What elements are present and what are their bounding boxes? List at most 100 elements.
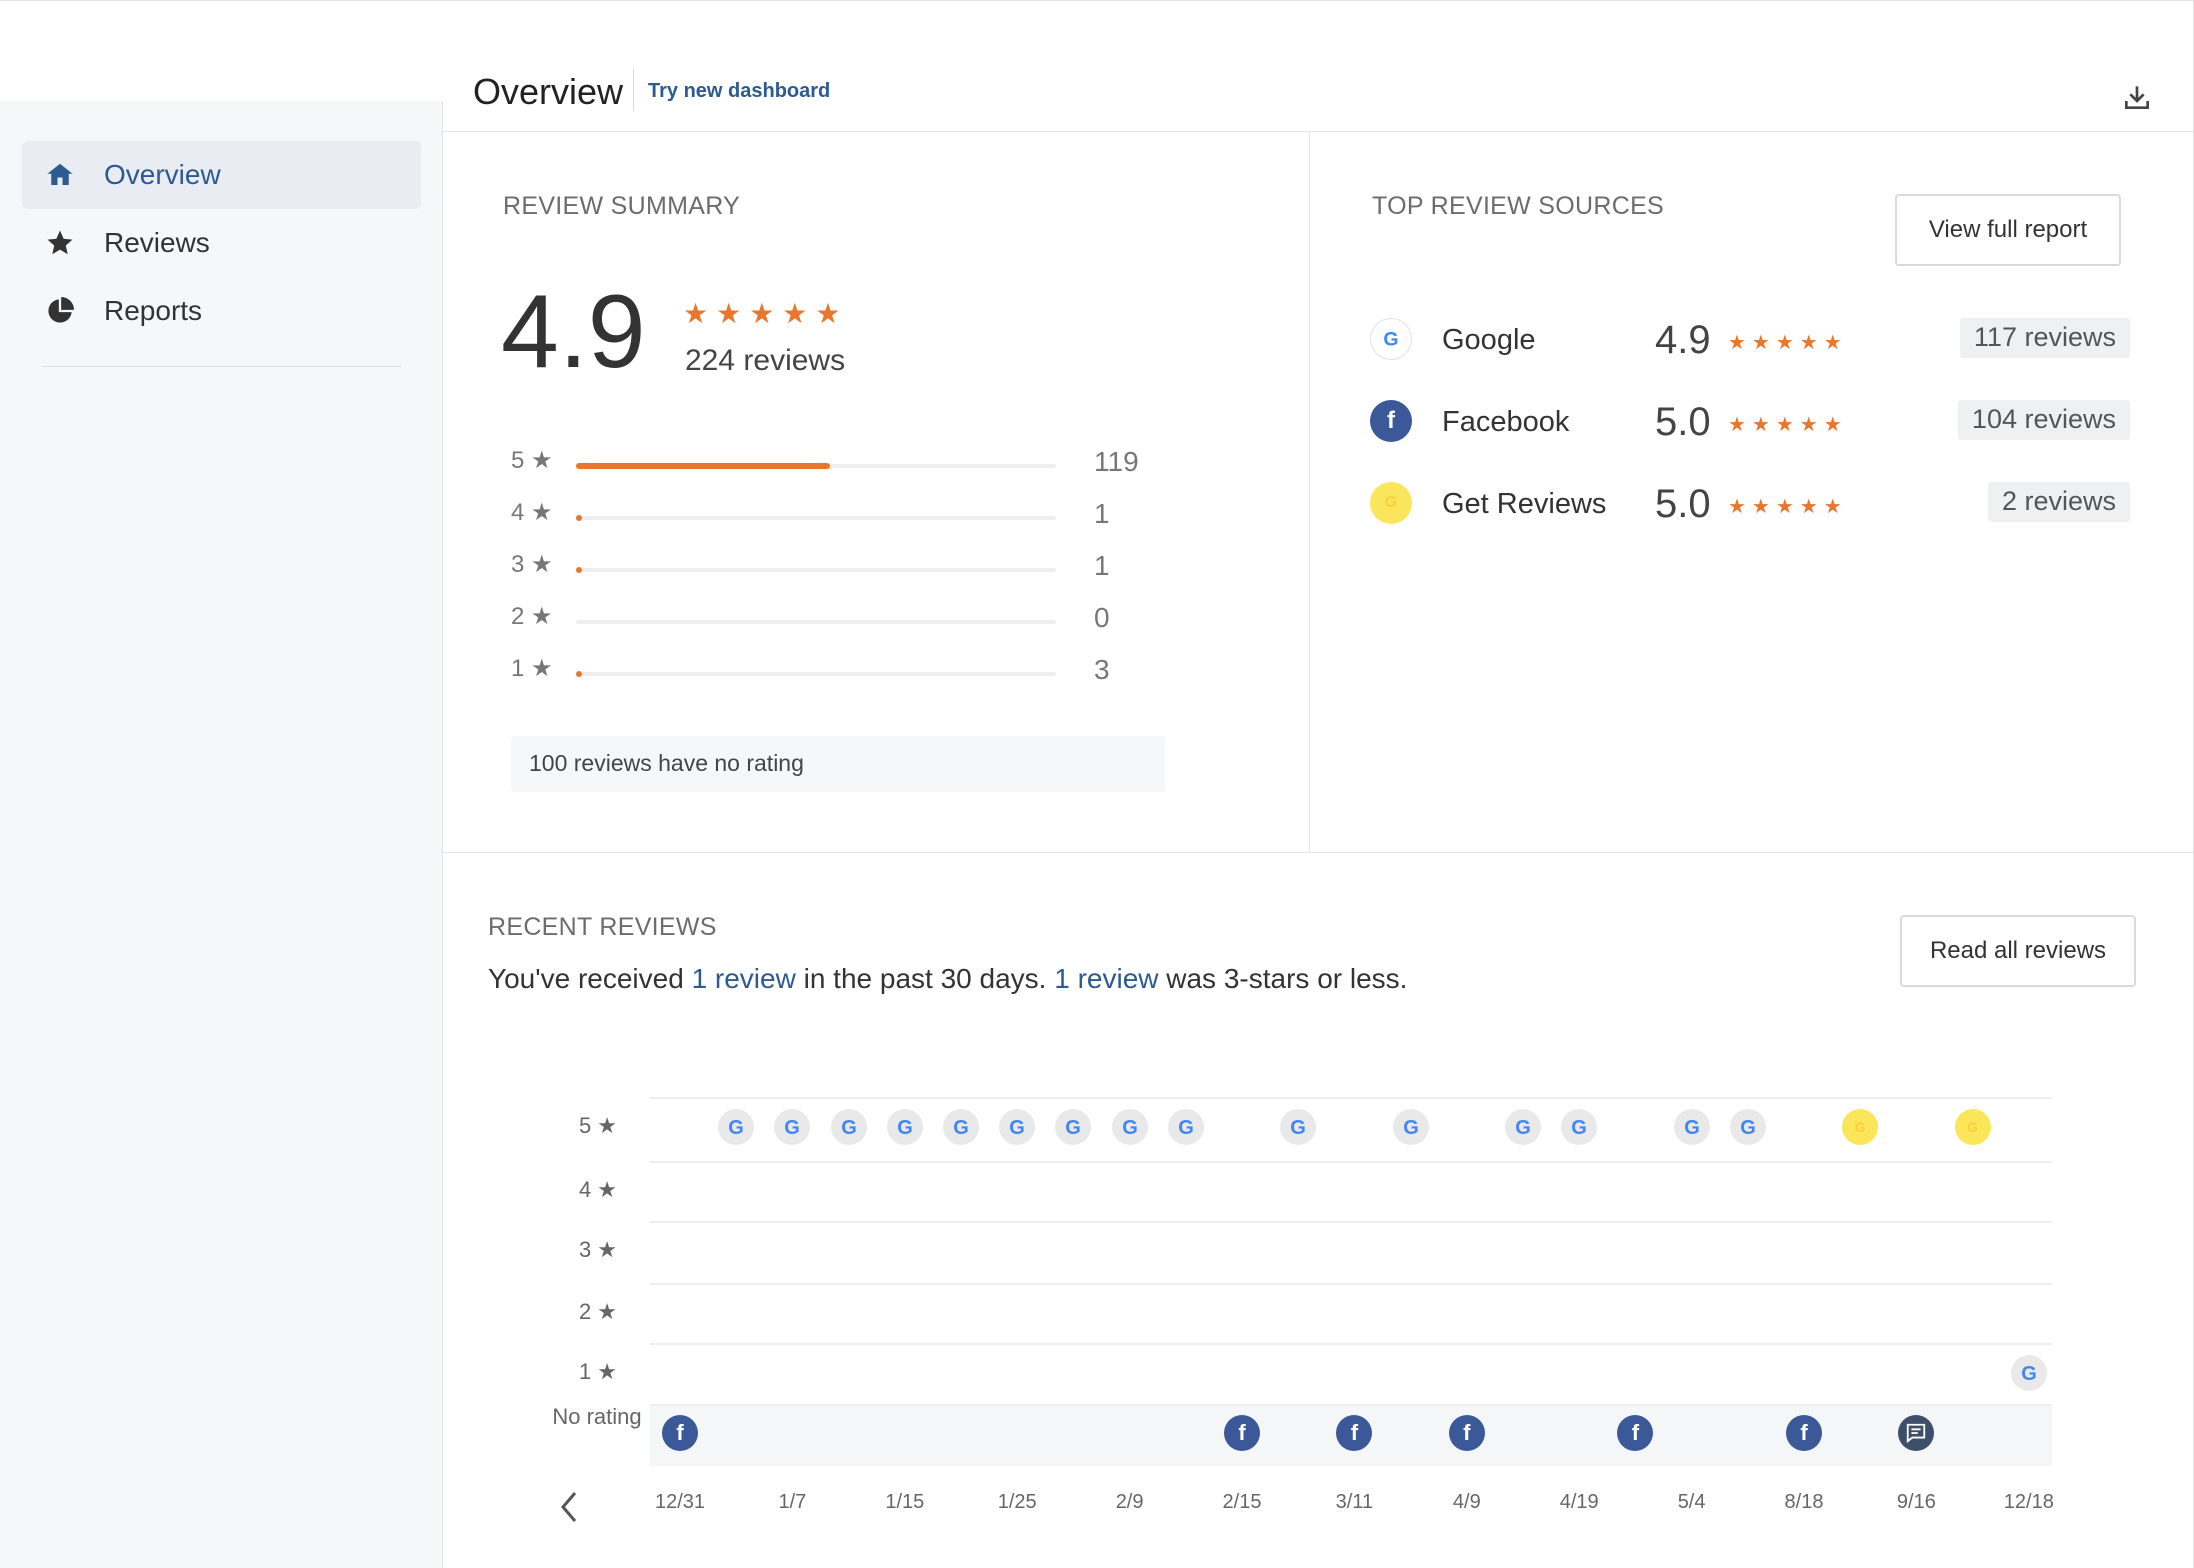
rating-bar-track: [576, 671, 1056, 677]
rating-bar-label: 5 ★: [511, 447, 553, 474]
page-title: Overview: [473, 71, 624, 112]
x-axis-tick: 4/9: [1452, 1491, 1481, 1513]
grid-line: [650, 1283, 2052, 1285]
x-axis-tick: 12/18: [2003, 1491, 2054, 1513]
overall-rating: 4.9: [501, 274, 646, 390]
svg-text:G: G: [1383, 329, 1398, 351]
review-marker-google[interactable]: G: [830, 1109, 867, 1145]
review-marker-google[interactable]: G: [718, 1109, 755, 1145]
review-marker-google[interactable]: G: [999, 1109, 1036, 1145]
review-marker-getreviews[interactable]: G: [1842, 1109, 1879, 1145]
source-rating: 5.0: [1655, 482, 1711, 526]
chevron-left-icon: [561, 1492, 577, 1522]
google-icon: G: [1684, 1117, 1700, 1139]
review-marker-google[interactable]: G: [1729, 1109, 1766, 1145]
rating-bar-label: 3 ★: [511, 551, 553, 578]
google-icon: G: [953, 1117, 969, 1139]
rating-bar-fill: [576, 671, 583, 677]
try-new-dashboard-link[interactable]: Try new dashboard: [648, 80, 831, 102]
source-rating: 4.9: [1655, 318, 1711, 362]
x-axis-tick: 9/16: [1896, 1491, 1936, 1513]
review-marker-google[interactable]: G: [1561, 1109, 1598, 1145]
google-icon: G: [785, 1117, 801, 1139]
y-axis-label: 1 ★: [578, 1359, 618, 1384]
google-icon: G: [1370, 318, 1412, 360]
download-button[interactable]: [2121, 81, 2153, 113]
review-marker-facebook[interactable]: f: [1224, 1415, 1260, 1451]
rating-bar-track: [576, 515, 1056, 521]
recent-reviews-panel: RECENT REVIEWS Read all reviews You've r…: [443, 852, 2193, 1568]
review-marker-google[interactable]: G: [1055, 1109, 1092, 1145]
rating-bar-row: 5 ★ 119: [511, 444, 1139, 484]
read-all-reviews-button[interactable]: Read all reviews: [1900, 915, 2136, 987]
page-header: Overview Try new dashboard: [443, 1, 2193, 132]
x-axis-tick: 1/15: [885, 1491, 925, 1513]
x-axis-tick: 4/19: [1559, 1491, 1599, 1513]
rating-bar-track: [576, 620, 1056, 624]
facebook-icon: f: [1238, 1420, 1246, 1445]
x-axis-tick: 1/25: [997, 1491, 1037, 1513]
svg-text:G: G: [1571, 1117, 1587, 1139]
review-marker-facebook[interactable]: f: [1786, 1415, 1822, 1451]
desc-text: was 3-stars or less.: [1158, 963, 1408, 994]
facebook-icon: f: [1350, 1420, 1359, 1445]
source-rating: 5.0: [1655, 400, 1711, 444]
google-icon: G: [1740, 1117, 1756, 1139]
svg-text:G: G: [1684, 1117, 1700, 1139]
source-stars: ★★★★★: [1728, 414, 1848, 436]
previous-page-button[interactable]: [555, 1489, 585, 1525]
rating-bar-label: 2 ★: [511, 603, 553, 630]
review-marker-comment[interactable]: [1898, 1415, 1935, 1451]
svg-text:G: G: [2021, 1363, 2037, 1385]
get-reviews-icon: G: [1854, 1119, 1866, 1135]
source-row-google[interactable]: G Google 4.9 ★★★★★ 117 reviews: [1370, 312, 2130, 368]
source-row-get-reviews[interactable]: G Get Reviews 5.0 ★★★★★ 2 reviews: [1370, 476, 2130, 532]
sidebar-item-label: Reviews: [104, 227, 210, 258]
review-marker-google[interactable]: G: [1111, 1109, 1148, 1145]
overall-stars: ★★★★★: [683, 298, 849, 329]
rating-bar-row: 1 ★ 3: [511, 652, 1131, 692]
google-icon: G: [728, 1117, 744, 1139]
review-marker-google[interactable]: G: [886, 1109, 923, 1145]
recent-reviews-description: You've received 1 review in the past 30 …: [488, 963, 1407, 995]
review-marker-google[interactable]: G: [2010, 1355, 2047, 1391]
google-icon: G: [1403, 1117, 1419, 1139]
svg-text:G: G: [1290, 1117, 1306, 1139]
google-icon: G: [1178, 1117, 1194, 1139]
sidebar-item-reports[interactable]: Reports: [22, 277, 421, 345]
review-marker-facebook[interactable]: f: [1448, 1415, 1485, 1451]
review-marker-google[interactable]: G: [774, 1109, 811, 1145]
review-marker-facebook[interactable]: f: [662, 1415, 698, 1451]
review-marker-google[interactable]: G: [1280, 1109, 1317, 1145]
facebook-icon: f: [1800, 1420, 1808, 1445]
source-row-facebook[interactable]: f Facebook 5.0 ★★★★★ 104 reviews: [1370, 394, 2130, 450]
pie-chart-icon: [44, 295, 76, 327]
grid-line: [650, 1404, 2052, 1406]
review-marker-getreviews[interactable]: G: [1954, 1109, 1991, 1145]
svg-text:G: G: [1515, 1117, 1531, 1139]
review-summary-title: REVIEW SUMMARY: [503, 192, 741, 220]
review-marker-google[interactable]: G: [1505, 1109, 1541, 1145]
x-axis-tick: 8/18: [1784, 1491, 1824, 1513]
star-icon: [44, 227, 76, 259]
sidebar-item-reviews[interactable]: Reviews: [22, 209, 421, 277]
view-full-report-button[interactable]: View full report: [1895, 194, 2121, 266]
home-icon: [44, 159, 76, 191]
low-rating-review-link[interactable]: 1 review: [1054, 963, 1159, 994]
google-icon: G: [1009, 1117, 1025, 1139]
sidebar-item-overview[interactable]: Overview: [22, 141, 421, 209]
source-name: Facebook: [1442, 406, 1570, 438]
review-marker-facebook[interactable]: f: [1617, 1415, 1654, 1451]
review-marker-google[interactable]: G: [1167, 1109, 1204, 1145]
review-marker-facebook[interactable]: f: [1336, 1415, 1373, 1451]
recent-review-count-link[interactable]: 1 review: [691, 963, 796, 994]
svg-text:G: G: [1066, 1117, 1082, 1139]
review-marker-google[interactable]: G: [1392, 1109, 1429, 1145]
rating-bar-count: 1: [1094, 498, 1110, 529]
comment-icon: [1907, 1423, 1926, 1444]
review-marker-google[interactable]: G: [1673, 1109, 1710, 1145]
google-icon: G: [1290, 1117, 1306, 1139]
review-marker-google[interactable]: G: [943, 1109, 979, 1145]
svg-text:G: G: [785, 1117, 801, 1139]
google-icon: G: [897, 1117, 913, 1139]
